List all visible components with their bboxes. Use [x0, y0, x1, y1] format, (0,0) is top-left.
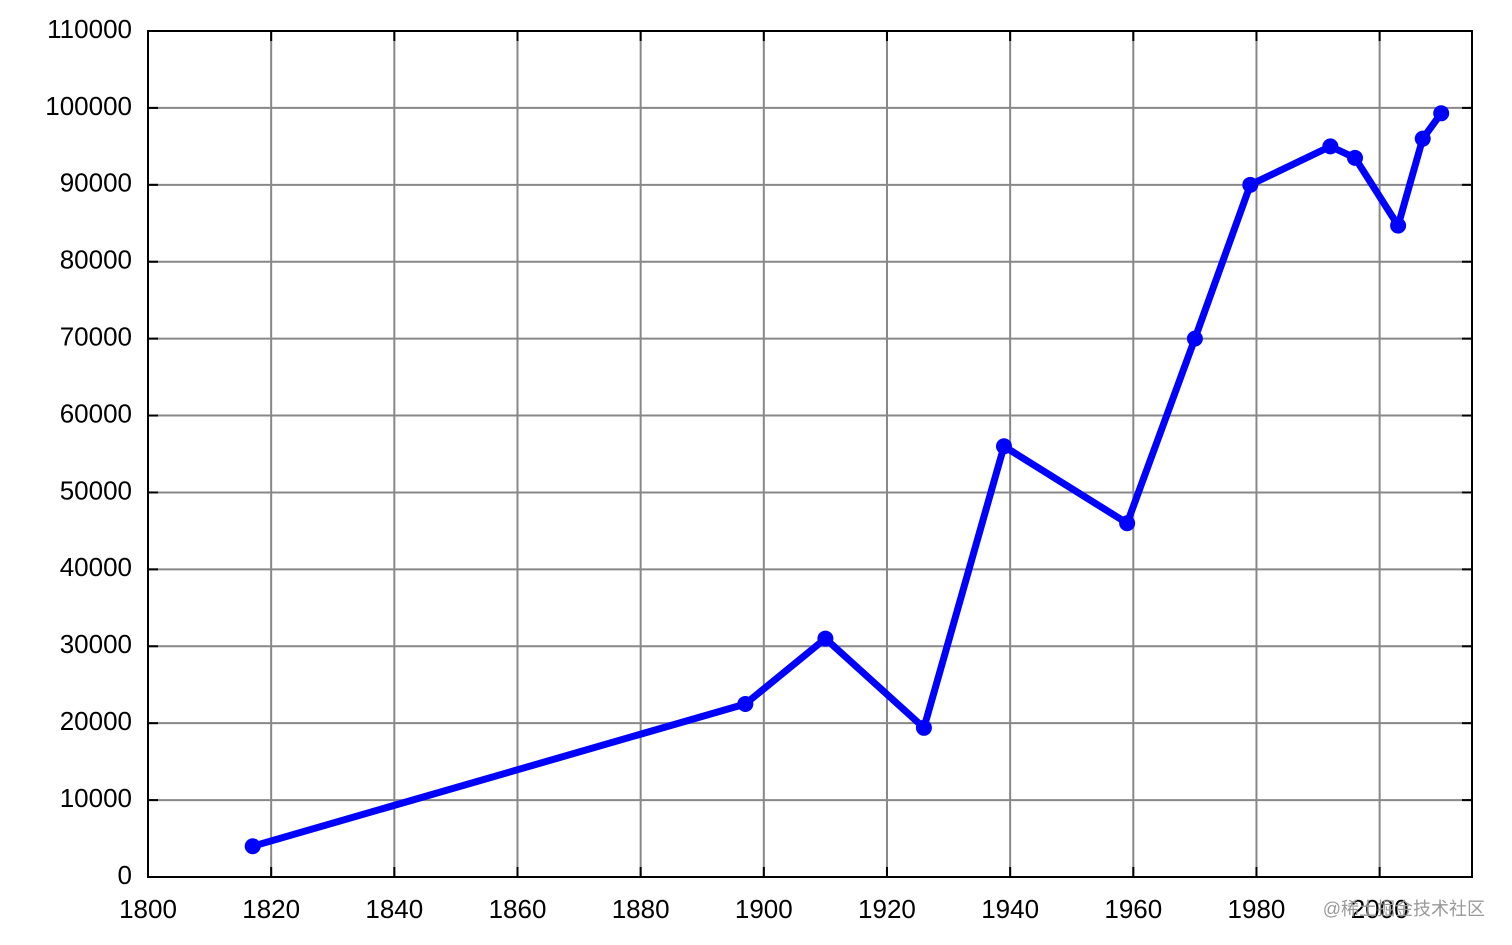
- data-point: [1433, 105, 1450, 122]
- x-tick-label: 1920: [858, 894, 916, 924]
- y-tick-label: 90000: [60, 168, 132, 198]
- y-tick-label: 110000: [47, 14, 132, 44]
- data-point: [915, 719, 932, 736]
- x-tick-label: 1960: [1104, 894, 1162, 924]
- y-tick-label: 0: [118, 860, 132, 890]
- y-tick-label: 100000: [45, 91, 132, 121]
- y-tick-label: 20000: [60, 706, 132, 736]
- y-tick-label: 80000: [60, 245, 132, 275]
- data-point: [1242, 176, 1259, 193]
- data-point: [737, 695, 754, 712]
- data-point: [995, 438, 1012, 455]
- x-tick-label: 1820: [242, 894, 300, 924]
- y-tick-label: 50000: [60, 475, 132, 505]
- data-point: [244, 838, 261, 855]
- data-point: [817, 630, 834, 647]
- data-line: [251, 111, 1445, 850]
- x-tick-label: 1940: [981, 894, 1039, 924]
- data-point: [1322, 138, 1339, 155]
- data-point: [1119, 515, 1136, 532]
- y-tick-label: 70000: [60, 322, 132, 352]
- data-point: [1414, 130, 1431, 147]
- x-tick-label: 1800: [119, 894, 177, 924]
- x-tick-label: 1860: [489, 894, 547, 924]
- data-point: [1186, 330, 1203, 347]
- x-tick-label: 1880: [612, 894, 670, 924]
- data-point: [1346, 149, 1363, 166]
- watermark: @稀土掘金技术社区: [1323, 899, 1485, 919]
- x-tick-label: 1840: [365, 894, 423, 924]
- y-tick-label: 40000: [60, 552, 132, 582]
- y-tick-label: 60000: [60, 398, 132, 428]
- x-tick-label: 1980: [1228, 894, 1286, 924]
- y-tick-label: 10000: [60, 783, 132, 813]
- x-tick-label: 2000: [1351, 894, 1409, 924]
- plot-frame: [147, 30, 1473, 878]
- data-point: [1390, 217, 1407, 234]
- y-tick-label: 30000: [60, 629, 132, 659]
- x-tick-label: 1900: [735, 894, 793, 924]
